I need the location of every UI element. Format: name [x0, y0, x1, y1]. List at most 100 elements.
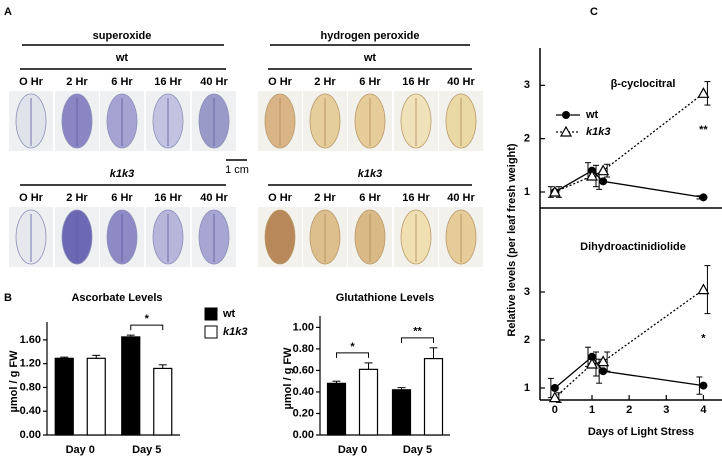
error-bar	[429, 347, 438, 359]
error-bar	[92, 354, 101, 359]
error-bar	[704, 81, 711, 106]
time-label: O Hr	[268, 192, 293, 204]
y-tick-label: 0.60	[293, 364, 314, 376]
y-tick-label: 1.20	[20, 358, 41, 370]
y-tick-label: 2	[524, 133, 530, 145]
x-tick-label: 1	[589, 404, 595, 416]
marker	[699, 381, 708, 390]
significance-bracket	[130, 324, 164, 331]
bar	[121, 336, 141, 436]
legend-label: wt	[222, 308, 236, 320]
time-label: 40 Hr	[200, 192, 228, 204]
time-label: 40 Hr	[200, 76, 228, 88]
time-label: 6 Hr	[111, 192, 133, 204]
y-tick-label: 0.00	[293, 429, 314, 441]
series-line	[554, 355, 704, 389]
time-label: 2 Hr	[66, 192, 88, 204]
time-label: 2 Hr	[314, 192, 336, 204]
marker	[597, 355, 610, 367]
significance-label: **	[413, 326, 422, 338]
y-tick-label: 0.80	[20, 381, 41, 393]
chart-title: Ascorbate Levels	[71, 292, 162, 304]
chart-title: Dihydroactinidiolide	[580, 241, 686, 253]
time-label: 16 Hr	[154, 192, 182, 204]
bar	[423, 357, 444, 436]
chart-title: β-cyclocitral	[611, 78, 676, 90]
error-bar	[593, 351, 599, 377]
bar	[86, 357, 106, 436]
significance-label: *	[701, 333, 706, 345]
y-tick-label: 0.40	[20, 405, 41, 417]
y-tick-label: 3	[524, 79, 530, 91]
marker	[548, 185, 561, 197]
panel-label: B	[4, 292, 12, 304]
legend-swatch	[204, 325, 218, 339]
significance-label: *	[350, 341, 355, 353]
bar	[391, 389, 412, 436]
error-bar	[332, 380, 341, 384]
time-label: 40 Hr	[447, 192, 475, 204]
error-bar	[126, 334, 135, 337]
chart-title: Glutathione Levels	[336, 292, 434, 304]
bar	[153, 367, 173, 436]
legend-label: wt	[585, 109, 599, 121]
y-tick-label: 3	[524, 286, 530, 298]
x-tick-label: 2	[626, 404, 632, 416]
genotype-label: k1k3	[110, 168, 134, 180]
significance-bracket	[401, 337, 434, 343]
x-tick-label: Day 0	[338, 444, 367, 456]
marker	[599, 177, 608, 186]
y-axis-label: Relative levels (per leaf fresh weight)	[506, 143, 518, 337]
time-label: O Hr	[19, 192, 44, 204]
error-bar	[593, 164, 599, 188]
x-tick-label: 4	[700, 404, 707, 416]
marker	[550, 384, 559, 392]
time-label: 6 Hr	[111, 76, 133, 88]
genotype-label: wt	[363, 52, 377, 64]
y-tick-label: 0.80	[293, 343, 314, 355]
y-tick-label: 1	[524, 186, 530, 198]
y-tick-label: 0.20	[293, 407, 314, 419]
x-tick-label: Day 5	[403, 444, 432, 456]
x-tick-label: Day 0	[66, 444, 95, 456]
error-bar	[604, 351, 611, 372]
genotype-label: k1k3	[358, 168, 382, 180]
time-label: 40 Hr	[447, 76, 475, 88]
y-tick-label: 1.00	[293, 321, 314, 333]
legend-swatch	[204, 307, 218, 321]
bar	[54, 357, 74, 436]
genotype-label: wt	[115, 52, 129, 64]
y-tick-label: 2	[524, 334, 530, 346]
marker	[697, 87, 710, 98]
panel-label: A	[4, 6, 12, 18]
stain-title: superoxide	[93, 30, 152, 42]
y-tick-label: 1.60	[20, 334, 41, 346]
time-label: 2 Hr	[314, 76, 336, 88]
significance-bracket	[336, 352, 369, 358]
marker	[585, 357, 599, 369]
legend-marker	[559, 125, 573, 137]
y-tick-label: 0.00	[20, 429, 41, 441]
time-label: 16 Hr	[402, 76, 430, 88]
marker	[588, 352, 596, 361]
legend-label: k1k3	[223, 326, 247, 338]
panel-label: C	[590, 6, 598, 18]
time-label: 16 Hr	[402, 192, 430, 204]
x-tick-label: 3	[663, 404, 669, 416]
series-line	[554, 92, 704, 193]
y-tick-label: 0.40	[293, 386, 314, 398]
significance-label: **	[699, 124, 708, 136]
error-bar	[704, 265, 711, 315]
y-axis-label: µmol / g FW	[282, 347, 294, 410]
bar	[326, 382, 347, 436]
x-tick-label: Day 5	[132, 444, 161, 456]
error-bar	[60, 356, 69, 359]
y-tick-label: 1	[524, 382, 530, 394]
stain-title: hydrogen peroxide	[320, 30, 419, 42]
error-bar	[397, 387, 406, 390]
time-label: 6 Hr	[359, 192, 381, 204]
scale-bar-label: 1 cm	[225, 164, 249, 176]
legend-marker	[562, 111, 570, 119]
marker	[585, 169, 599, 181]
